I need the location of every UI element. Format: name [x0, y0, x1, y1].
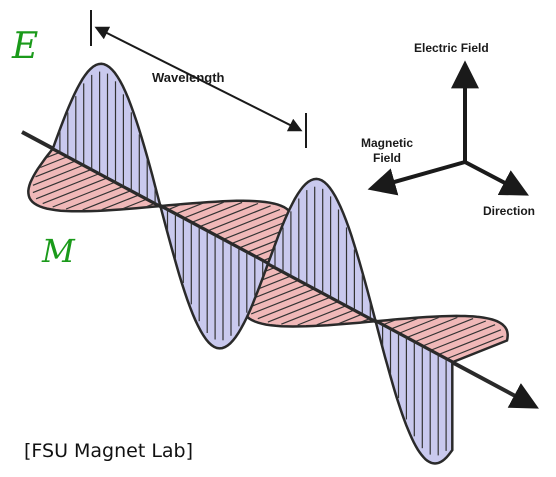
- magnetic-field-vector: [222, 214, 287, 241]
- magnetic-field-vector: [281, 300, 339, 325]
- magnetic-field-vector: [297, 305, 347, 326]
- magnetic-field-vector: [101, 194, 140, 211]
- magnetic-field-vector: [414, 318, 474, 343]
- magnetic-field-vector: [316, 309, 355, 326]
- magnetic-field-vector: [82, 189, 132, 211]
- wavelength-arrow: [94, 26, 303, 132]
- magnetic-field-vector: [122, 198, 148, 210]
- magnetic-field-vector: [183, 201, 224, 219]
- electric-field-label: Electric Field: [414, 41, 489, 55]
- magnetic-field-vector: [257, 292, 323, 320]
- magnetic-field-vector: [42, 177, 108, 205]
- magnetic-field-vector: [65, 185, 124, 210]
- magnetic-field-vector: [52, 181, 116, 208]
- magnetic-field-vector: [191, 201, 243, 224]
- axes-key: Electric Field Magnetic Field Direction: [361, 41, 535, 218]
- magnetic-field-vector: [230, 220, 289, 245]
- magnetic-field-vector: [445, 335, 504, 360]
- magnetic-field-vector: [267, 296, 331, 323]
- magnetic-field-vector: [175, 202, 204, 215]
- magnetic-field-vector: [206, 205, 271, 232]
- magnetic-field-vector: [32, 164, 84, 186]
- magnetic-field-vector: [198, 202, 259, 228]
- handwritten-e-annotation: E: [11, 26, 38, 67]
- electric-field-lobe: [266, 177, 378, 324]
- direction-label: Direction: [483, 204, 535, 218]
- electric-field-lobe: [158, 203, 270, 350]
- magnetic-field-vector: [250, 288, 315, 315]
- magnetic-field-vector: [35, 172, 100, 200]
- magnetic-field-axis-arrow: [367, 160, 466, 196]
- magnetic-field-vector: [398, 316, 439, 335]
- magnetic-field-vector: [429, 324, 496, 352]
- magnetic-field-vector: [40, 155, 69, 169]
- magnetic-field-vector: [406, 316, 458, 339]
- handwritten-m-annotation: M: [41, 232, 76, 270]
- magnetic-field-vector: [32, 168, 92, 194]
- magnetic-field-vector: [437, 329, 502, 356]
- direction-axis-arrow: [464, 160, 529, 196]
- magnetic-field-vector: [422, 320, 487, 347]
- source-caption: [FSU Magnet Lab]: [24, 440, 194, 462]
- magnetic-field-wave: [27, 146, 509, 364]
- magnetic-field-vector: [337, 313, 363, 325]
- magnetic-field-vector: [247, 283, 308, 309]
- magnetic-field-label-line2: Field: [373, 151, 401, 165]
- magnetic-field-label-line1: Magnetic: [361, 136, 413, 150]
- magnetic-field-vector: [390, 317, 419, 330]
- magnetic-field-vector: [214, 208, 281, 236]
- electric-field-wave: [51, 62, 454, 465]
- magnetic-field-vector: [35, 160, 77, 178]
- wavelength-label: Wavelength: [152, 70, 225, 85]
